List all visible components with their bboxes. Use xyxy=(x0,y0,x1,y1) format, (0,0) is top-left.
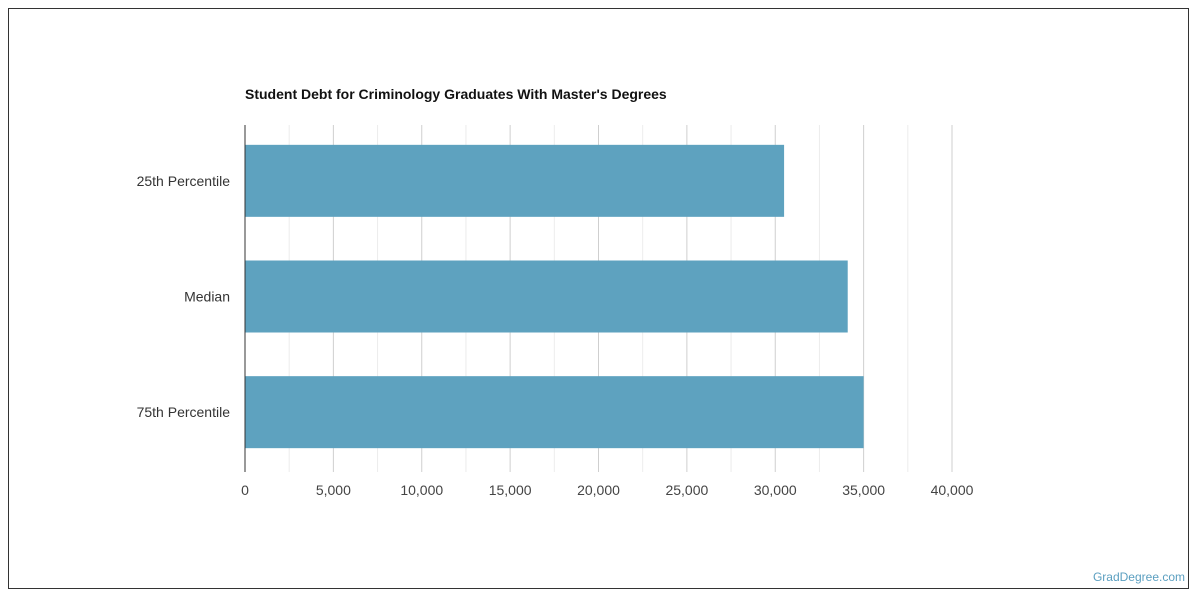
y-category-label: 25th Percentile xyxy=(137,173,231,189)
chart-frame xyxy=(8,8,1189,589)
x-tick-label: 20,000 xyxy=(577,482,620,498)
x-tick-label: 25,000 xyxy=(665,482,708,498)
x-tick-label: 0 xyxy=(241,482,249,498)
y-category-label: Median xyxy=(184,289,230,305)
x-tick-label: 40,000 xyxy=(931,482,974,498)
x-tick-label: 30,000 xyxy=(754,482,797,498)
credit-link[interactable]: GradDegree.com xyxy=(1092,570,1185,584)
x-tick-label: 5,000 xyxy=(316,482,351,498)
x-tick-label: 35,000 xyxy=(842,482,885,498)
y-category-label: 75th Percentile xyxy=(137,404,231,420)
bar xyxy=(245,376,864,449)
bar xyxy=(245,144,785,217)
x-tick-label: 10,000 xyxy=(400,482,443,498)
bar xyxy=(245,260,848,333)
x-tick-label: 15,000 xyxy=(489,482,532,498)
chart-title: Student Debt for Criminology Graduates W… xyxy=(245,86,667,102)
